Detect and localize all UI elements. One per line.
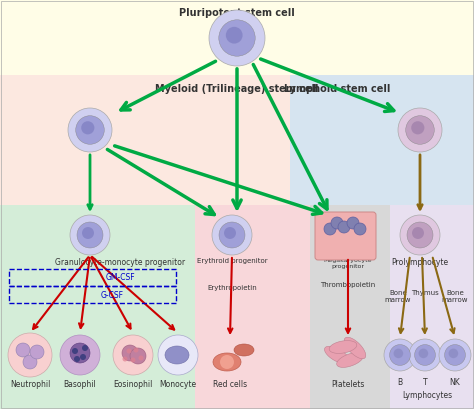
Text: G-CSF: G-CSF bbox=[100, 290, 124, 299]
Text: Bone
marrow: Bone marrow bbox=[442, 290, 468, 303]
FancyBboxPatch shape bbox=[195, 205, 310, 409]
Circle shape bbox=[122, 345, 138, 361]
Text: B: B bbox=[397, 378, 402, 387]
Circle shape bbox=[80, 354, 86, 360]
Text: Prolymphocyte: Prolymphocyte bbox=[392, 258, 448, 267]
Text: Myeloid (Trilineage) stem cell: Myeloid (Trilineage) stem cell bbox=[155, 84, 319, 94]
Circle shape bbox=[412, 227, 424, 239]
Circle shape bbox=[407, 222, 433, 248]
FancyBboxPatch shape bbox=[315, 212, 376, 260]
Circle shape bbox=[400, 215, 440, 255]
Text: Eosinophil: Eosinophil bbox=[113, 380, 153, 389]
Circle shape bbox=[339, 223, 351, 235]
FancyBboxPatch shape bbox=[290, 75, 474, 205]
Circle shape bbox=[219, 222, 245, 248]
Circle shape bbox=[70, 215, 110, 255]
FancyBboxPatch shape bbox=[0, 205, 195, 409]
Circle shape bbox=[82, 227, 94, 239]
Circle shape bbox=[439, 339, 471, 371]
Text: Megakaryocyte
progenitor: Megakaryocyte progenitor bbox=[324, 258, 372, 269]
Circle shape bbox=[349, 225, 361, 237]
Circle shape bbox=[8, 333, 52, 377]
Circle shape bbox=[81, 121, 94, 135]
Text: Platelets: Platelets bbox=[331, 380, 365, 389]
Circle shape bbox=[356, 220, 368, 232]
Polygon shape bbox=[344, 337, 366, 359]
Text: Granulocyte-monocyte progenitor: Granulocyte-monocyte progenitor bbox=[55, 258, 185, 267]
FancyBboxPatch shape bbox=[0, 0, 474, 75]
Text: Lymphoid stem cell: Lymphoid stem cell bbox=[283, 84, 390, 94]
Circle shape bbox=[30, 345, 44, 359]
Circle shape bbox=[220, 355, 234, 369]
Text: GM-CSF: GM-CSF bbox=[105, 274, 135, 283]
Circle shape bbox=[158, 335, 198, 375]
Circle shape bbox=[130, 357, 136, 362]
Circle shape bbox=[70, 343, 90, 363]
Circle shape bbox=[390, 345, 410, 365]
Polygon shape bbox=[325, 346, 349, 364]
Text: Pluripotent stem cell: Pluripotent stem cell bbox=[179, 8, 295, 18]
Text: Bone
marrow: Bone marrow bbox=[385, 290, 411, 303]
Circle shape bbox=[445, 345, 465, 365]
Circle shape bbox=[122, 357, 128, 362]
Text: Monocyte: Monocyte bbox=[159, 380, 197, 389]
Circle shape bbox=[77, 222, 103, 248]
Circle shape bbox=[134, 348, 138, 353]
Circle shape bbox=[415, 345, 436, 365]
Circle shape bbox=[74, 356, 80, 362]
FancyBboxPatch shape bbox=[0, 75, 290, 205]
Text: Thymus: Thymus bbox=[411, 290, 439, 296]
Circle shape bbox=[209, 10, 265, 66]
Text: Erythroid progenitor: Erythroid progenitor bbox=[197, 258, 267, 264]
Circle shape bbox=[68, 108, 112, 152]
FancyBboxPatch shape bbox=[390, 205, 474, 409]
Circle shape bbox=[406, 116, 434, 144]
Circle shape bbox=[323, 225, 335, 237]
Circle shape bbox=[76, 116, 104, 144]
Circle shape bbox=[23, 355, 37, 369]
Circle shape bbox=[448, 348, 458, 358]
FancyBboxPatch shape bbox=[310, 205, 390, 409]
Circle shape bbox=[16, 343, 30, 357]
Circle shape bbox=[393, 348, 403, 358]
Circle shape bbox=[82, 345, 88, 351]
Circle shape bbox=[138, 355, 144, 360]
Circle shape bbox=[398, 108, 442, 152]
Ellipse shape bbox=[165, 346, 189, 364]
Ellipse shape bbox=[213, 353, 241, 371]
Text: Neutrophil: Neutrophil bbox=[10, 380, 50, 389]
Text: T: T bbox=[423, 378, 428, 387]
Circle shape bbox=[411, 121, 424, 135]
Polygon shape bbox=[337, 353, 363, 367]
Text: Basophil: Basophil bbox=[64, 380, 96, 389]
Ellipse shape bbox=[234, 344, 254, 356]
Circle shape bbox=[72, 348, 78, 354]
Circle shape bbox=[384, 339, 416, 371]
Circle shape bbox=[219, 20, 255, 56]
Circle shape bbox=[419, 348, 428, 358]
Circle shape bbox=[226, 27, 243, 44]
Circle shape bbox=[113, 335, 153, 375]
Text: Red cells: Red cells bbox=[213, 380, 247, 389]
Text: Erythropoietin: Erythropoietin bbox=[207, 285, 257, 291]
Circle shape bbox=[409, 339, 441, 371]
Polygon shape bbox=[329, 341, 357, 353]
Circle shape bbox=[127, 348, 131, 353]
Text: NK: NK bbox=[450, 378, 460, 387]
Circle shape bbox=[130, 348, 146, 364]
Text: Lymphocytes: Lymphocytes bbox=[402, 391, 452, 400]
Circle shape bbox=[60, 335, 100, 375]
Text: Thrombopoietin: Thrombopoietin bbox=[320, 282, 375, 288]
Circle shape bbox=[212, 215, 252, 255]
Circle shape bbox=[224, 227, 236, 239]
Circle shape bbox=[330, 219, 342, 231]
